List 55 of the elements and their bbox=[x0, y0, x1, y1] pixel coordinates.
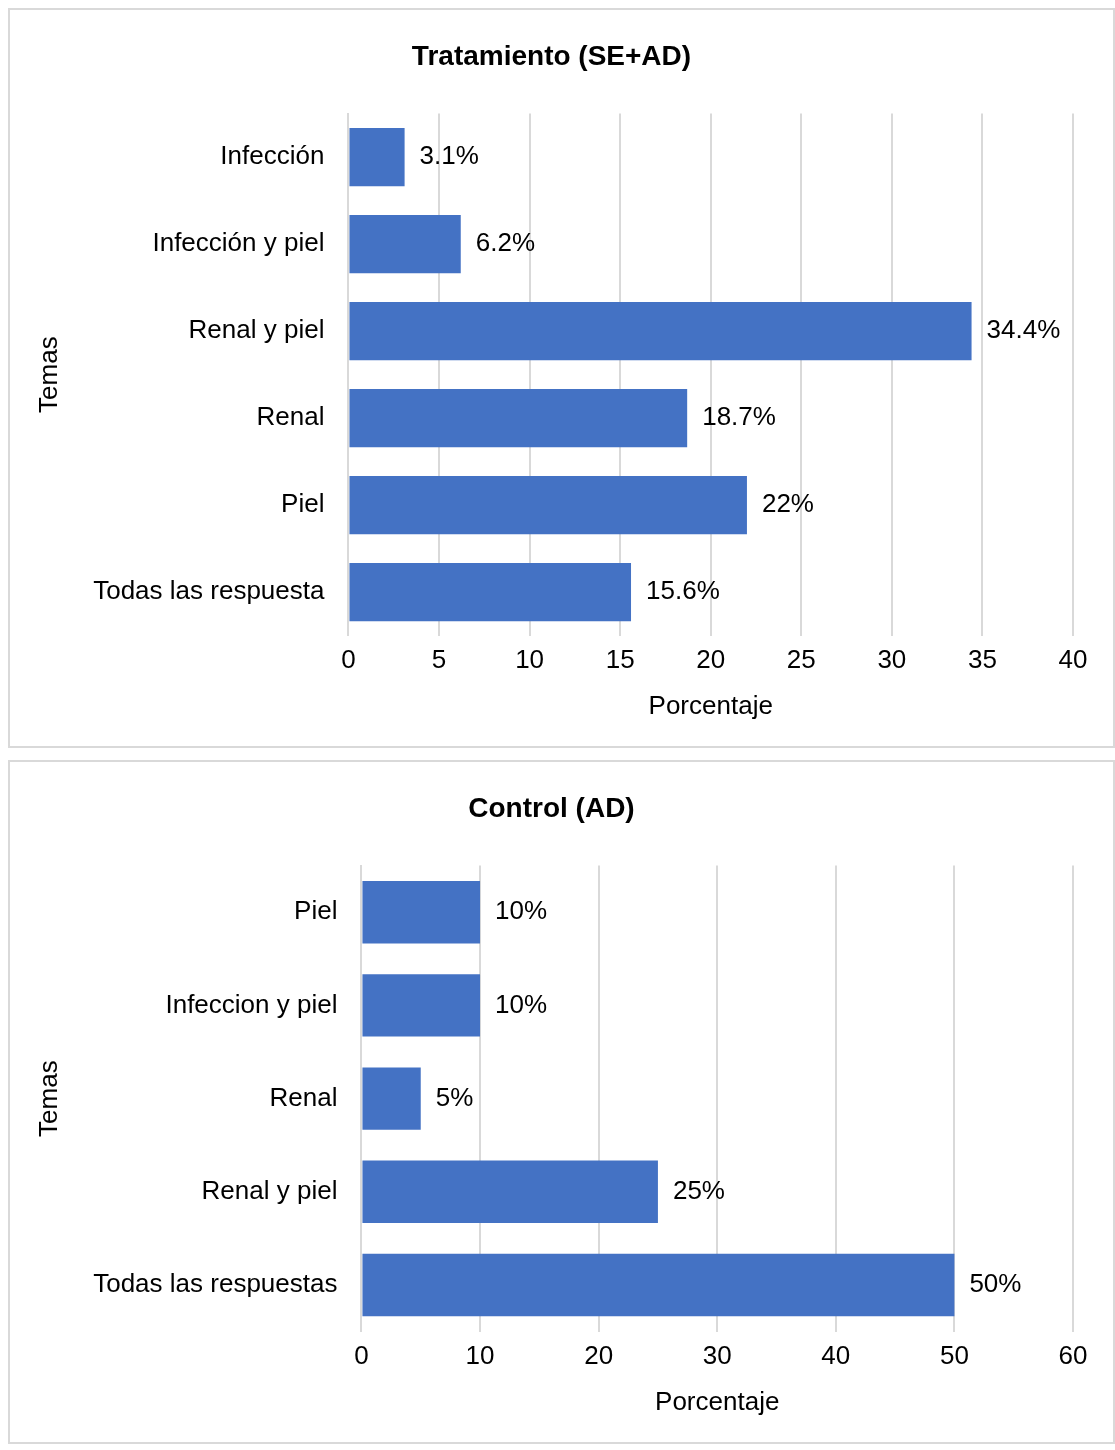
data-label: 3.1% bbox=[419, 140, 479, 171]
x-tick-label: 0 bbox=[354, 1340, 369, 1371]
x-tick-label: 5 bbox=[431, 644, 447, 675]
y-tick-label: Piel bbox=[294, 895, 338, 926]
y-tick-label: Todas las respuesta bbox=[93, 575, 325, 606]
y-tick-label: Todas las respuestas bbox=[93, 1268, 338, 1299]
bar bbox=[362, 1067, 421, 1130]
data-label: 15.6% bbox=[646, 575, 720, 606]
bar bbox=[349, 214, 461, 274]
x-tick-label: 40 bbox=[1058, 644, 1088, 675]
x-tick-label: 25 bbox=[786, 644, 816, 675]
bar bbox=[362, 1253, 955, 1317]
x-tick-label: 20 bbox=[696, 644, 726, 675]
chart-title: Control (AD) bbox=[468, 791, 635, 823]
x-axis-title: Porcentaje bbox=[655, 1385, 780, 1416]
bar bbox=[362, 974, 481, 1037]
x-tick-label: 10 bbox=[465, 1340, 495, 1371]
y-axis-title: Temas bbox=[32, 336, 63, 413]
x-tick-label: 35 bbox=[967, 644, 997, 675]
data-label: 6.2% bbox=[475, 227, 536, 258]
y-tick-label: Infeccion y piel bbox=[165, 988, 338, 1019]
x-axis-title: Porcentaje bbox=[648, 689, 773, 720]
y-tick-label: Renal bbox=[256, 401, 325, 432]
chart-title: Tratamiento (SE+AD) bbox=[411, 39, 692, 71]
bar bbox=[349, 562, 632, 622]
x-tick-label: 60 bbox=[1058, 1340, 1088, 1371]
bar bbox=[349, 127, 405, 187]
x-tick-label: 50 bbox=[939, 1340, 969, 1371]
x-tick-label: 10 bbox=[515, 644, 545, 675]
y-tick-label: Renal y piel bbox=[201, 1174, 338, 1205]
data-label: 5% bbox=[435, 1081, 474, 1112]
y-axis-title: Temas bbox=[32, 1060, 63, 1137]
data-label: 10% bbox=[495, 895, 548, 926]
x-tick-label: 0 bbox=[341, 644, 356, 675]
bar bbox=[362, 1160, 658, 1224]
x-tick-label: 30 bbox=[877, 644, 907, 675]
bar bbox=[349, 475, 747, 535]
y-tick-label: Infección y piel bbox=[152, 227, 325, 258]
data-label: 18.7% bbox=[702, 401, 776, 432]
bar bbox=[349, 301, 972, 361]
x-tick-label: 20 bbox=[584, 1340, 614, 1371]
x-tick-label: 30 bbox=[702, 1340, 732, 1371]
x-tick-label: 15 bbox=[605, 644, 635, 675]
y-tick-label: Renal y piel bbox=[188, 314, 325, 345]
x-tick-label: 40 bbox=[821, 1340, 851, 1371]
data-label: 50% bbox=[969, 1268, 1022, 1299]
data-label: 10% bbox=[495, 988, 548, 1019]
y-tick-label: Infección bbox=[220, 140, 325, 171]
data-label: 25% bbox=[672, 1174, 725, 1205]
y-tick-label: Renal bbox=[269, 1081, 338, 1112]
bar bbox=[362, 880, 481, 944]
data-label: 22% bbox=[761, 488, 814, 519]
y-tick-label: Piel bbox=[281, 488, 325, 519]
bar bbox=[349, 388, 688, 448]
data-label: 34.4% bbox=[986, 314, 1061, 345]
